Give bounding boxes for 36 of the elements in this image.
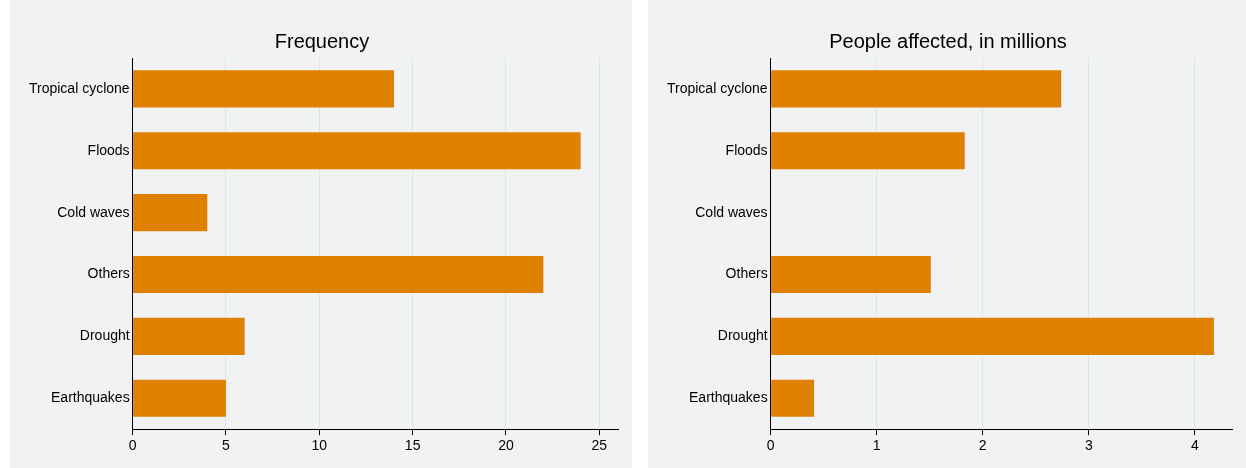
x-tick-label: 25	[591, 437, 608, 454]
x-tick-label: 4	[1190, 437, 1199, 454]
bar	[771, 70, 1062, 108]
y-tick-label: Floods	[725, 141, 768, 158]
y-tick-label: Tropical cyclone	[666, 79, 768, 96]
x-tick-label: 20	[498, 437, 514, 454]
chart-title: People affected, in millions	[829, 29, 1067, 52]
bar	[771, 317, 1214, 355]
x-tick-label: 0	[766, 437, 775, 454]
bar	[771, 379, 815, 417]
bar	[133, 194, 208, 232]
bar	[133, 70, 394, 108]
y-tick-label: Cold waves	[57, 203, 130, 220]
bar	[133, 132, 581, 170]
bar	[133, 317, 245, 355]
y-tick-label: Others	[87, 265, 130, 282]
chart-title: Frequency	[274, 29, 370, 52]
y-tick-label: Earthquakes	[689, 389, 768, 406]
y-tick-label: Drought	[79, 327, 130, 344]
x-tick-label: 1	[872, 437, 881, 454]
x-tick-label: 15	[404, 437, 421, 454]
x-tick-label: 3	[1084, 437, 1093, 454]
y-tick-label: Earthquakes	[51, 389, 130, 406]
y-tick-label: Others	[725, 265, 768, 282]
y-tick-label: Drought	[717, 327, 768, 344]
y-tick-label: Floods	[87, 141, 130, 158]
x-tick-label: 2	[978, 437, 987, 454]
bar	[133, 255, 544, 294]
x-tick-label: 10	[311, 437, 328, 454]
x-tick-label: 0	[128, 437, 137, 454]
bar	[133, 379, 226, 417]
bar	[771, 255, 931, 294]
bar	[771, 132, 965, 170]
x-tick-label: 5	[222, 437, 231, 454]
y-tick-label: Tropical cyclone	[28, 79, 130, 96]
y-tick-label: Cold waves	[695, 203, 768, 220]
